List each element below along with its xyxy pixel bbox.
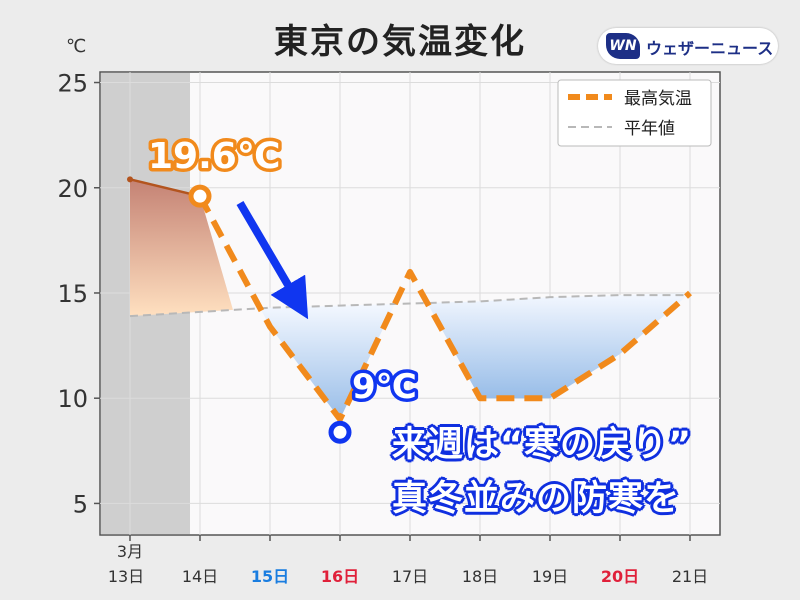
below-normal-area [260, 303, 395, 420]
weathernews-logo: WN ウェザーニュース [598, 28, 778, 64]
downward-arrow-icon [236, 200, 309, 320]
callout-text: 来週は“寒の戻り” 真冬並みの防寒を [392, 418, 752, 526]
y-axis-unit: ℃ [66, 36, 87, 57]
forecast-max-line [197, 194, 692, 423]
callout-line-1: 来週は“寒の戻り” [392, 425, 693, 465]
x-tick-label: 13日 [108, 567, 144, 586]
x-tick-label: 19日 [532, 567, 568, 586]
y-tick-label: 10 [57, 385, 88, 413]
x-tick-label: 21日 [672, 567, 708, 586]
highlight-point-marker [188, 184, 212, 208]
legend-label-max: 最高気温 [624, 89, 692, 109]
observed-max-line [129, 178, 201, 198]
low-point-marker [328, 420, 352, 444]
below-normal-area [427, 292, 690, 399]
x-tick-label: 17日 [392, 567, 428, 586]
callout-line-2: 真冬並みの防寒を [392, 479, 681, 519]
low-temp-label: 9℃ [352, 367, 417, 407]
x-tick-label: 18日 [462, 567, 498, 586]
high-temp-label: 19.6℃ [148, 136, 280, 177]
x-tick-label: 14日 [182, 567, 218, 586]
x-tick-month: 3月 [117, 542, 143, 561]
y-tick-label: 25 [57, 70, 88, 98]
chart-title: 東京の気温変化 [274, 22, 526, 62]
y-tick-label: 20 [57, 175, 88, 203]
legend-label-normal: 平年値 [624, 119, 675, 139]
y-tick-label: 15 [57, 280, 88, 308]
weathernews-logo-text: ウェザーニュース [646, 39, 774, 58]
weathernews-logo-mark: WN [606, 33, 640, 59]
x-tick-label: 16日 [321, 567, 359, 586]
data-point [127, 176, 133, 183]
normal-temp-line [129, 294, 690, 318]
y-tick-label: 5 [73, 490, 88, 518]
above-normal-area [130, 179, 233, 317]
x-tick-label: 20日 [601, 567, 639, 586]
x-tick-label: 15日 [251, 567, 289, 586]
